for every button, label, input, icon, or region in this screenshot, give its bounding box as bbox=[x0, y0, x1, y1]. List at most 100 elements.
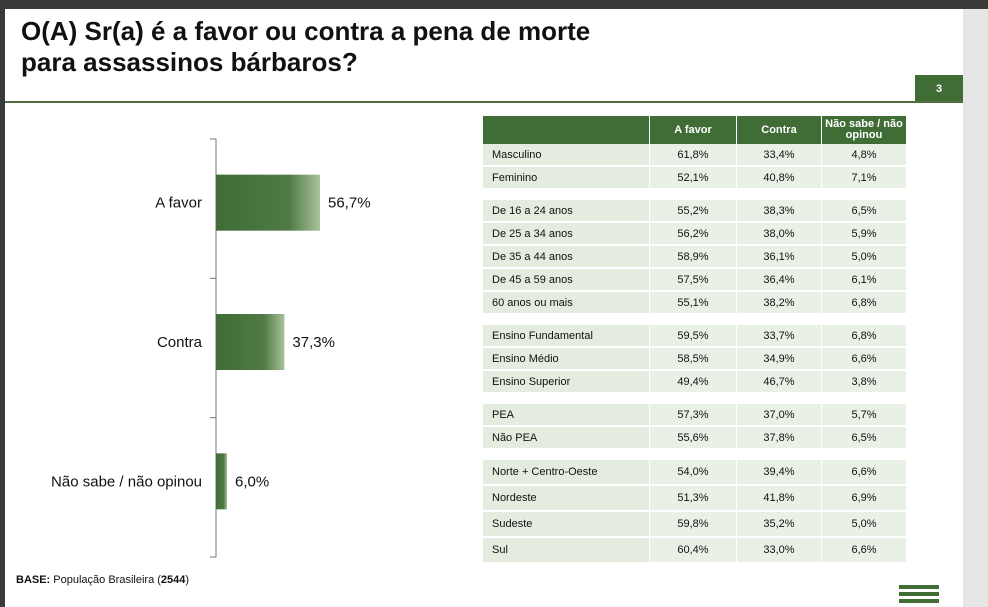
cell-favor: 55,6% bbox=[650, 427, 737, 450]
table-row: Norte + Centro-Oeste 54,0% 39,4% 6,6% bbox=[483, 460, 907, 486]
cell-favor: 55,1% bbox=[650, 292, 737, 315]
table-row: De 16 a 24 anos 55,2% 38,3% 6,5% bbox=[483, 200, 907, 223]
value-label: 37,3% bbox=[292, 334, 335, 351]
logo-stripes bbox=[899, 585, 939, 606]
table-row: Nordeste 51,3% 41,8% 6,9% bbox=[483, 486, 907, 512]
cell-nao-sabe: 6,9% bbox=[822, 486, 907, 512]
row-label: De 35 a 44 anos bbox=[483, 246, 650, 269]
cell-nao-sabe: 3,8% bbox=[822, 371, 907, 394]
cell-nao-sabe: 6,1% bbox=[822, 269, 907, 292]
table-row: 60 anos ou mais 55,1% 38,2% 6,8% bbox=[483, 292, 907, 315]
bar-chart: A favor 56,7% Contra 37,3% Não sabe / não op… bbox=[51, 138, 371, 558]
cell-favor: 56,2% bbox=[650, 223, 737, 246]
row-label: Norte + Centro-Oeste bbox=[483, 460, 650, 486]
row-label: Ensino Fundamental bbox=[483, 325, 650, 348]
cell-contra: 41,8% bbox=[737, 486, 822, 512]
base-text: População Brasileira bbox=[53, 574, 155, 586]
table-header-nao-sabe: Não sabe / não opinou bbox=[822, 116, 907, 144]
cell-nao-sabe: 6,8% bbox=[822, 325, 907, 348]
table-row: Ensino Fundamental 59,5% 33,7% 6,8% bbox=[483, 325, 907, 348]
title-line-1: O(A) Sr(a) é a favor ou contra a pena de… bbox=[21, 16, 591, 46]
cell-favor: 57,5% bbox=[650, 269, 737, 292]
slide: O(A) Sr(a) é a favor ou contra a pena de… bbox=[5, 9, 963, 607]
table-group-gap bbox=[483, 315, 907, 325]
row-label: 60 anos ou mais bbox=[483, 292, 650, 315]
cell-contra: 38,2% bbox=[737, 292, 822, 315]
table-row: Ensino Médio 58,5% 34,9% 6,6% bbox=[483, 348, 907, 371]
cell-favor: 55,2% bbox=[650, 200, 737, 223]
table-header-row: A favor Contra Não sabe / não opinou bbox=[483, 116, 907, 144]
cell-contra: 33,7% bbox=[737, 325, 822, 348]
table-header-contra: Contra bbox=[737, 116, 822, 144]
cell-contra: 33,4% bbox=[737, 144, 822, 167]
table-row: Sudeste 59,8% 35,2% 5,0% bbox=[483, 512, 907, 538]
cell-contra: 34,9% bbox=[737, 348, 822, 371]
cell-favor: 49,4% bbox=[650, 371, 737, 394]
title-line-2: para assassinos bárbaros? bbox=[21, 47, 358, 77]
viewer-gutter bbox=[963, 9, 988, 607]
table-row: PEA 57,3% 37,0% 5,7% bbox=[483, 404, 907, 427]
cell-favor: 58,5% bbox=[650, 348, 737, 371]
row-label: De 25 a 34 anos bbox=[483, 223, 650, 246]
cell-nao-sabe: 6,5% bbox=[822, 200, 907, 223]
table-row: De 35 a 44 anos 58,9% 36,1% 5,0% bbox=[483, 246, 907, 269]
logo-stripe bbox=[899, 585, 939, 589]
cell-favor: 52,1% bbox=[650, 167, 737, 190]
cell-favor: 57,3% bbox=[650, 404, 737, 427]
row-label: PEA bbox=[483, 404, 650, 427]
logo-stripe bbox=[899, 599, 939, 603]
crosstab-table: A favor Contra Não sabe / não opinou Mas… bbox=[483, 116, 907, 564]
cell-nao-sabe: 4,8% bbox=[822, 144, 907, 167]
cell-favor: 54,0% bbox=[650, 460, 737, 486]
row-label: Sudeste bbox=[483, 512, 650, 538]
cell-contra: 40,8% bbox=[737, 167, 822, 190]
category-label: Contra bbox=[157, 334, 203, 351]
row-label: Masculino bbox=[483, 144, 650, 167]
cell-favor: 58,9% bbox=[650, 246, 737, 269]
logo-stripe bbox=[899, 592, 939, 596]
table-row: Sul 60,4% 33,0% 6,6% bbox=[483, 538, 907, 564]
table-row: Ensino Superior 49,4% 46,7% 3,8% bbox=[483, 371, 907, 394]
table-group-gap bbox=[483, 394, 907, 404]
row-label: De 16 a 24 anos bbox=[483, 200, 650, 223]
category-label: Não sabe / não opinou bbox=[51, 473, 202, 490]
slide-title: O(A) Sr(a) é a favor ou contra a pena de… bbox=[21, 16, 590, 78]
cell-favor: 59,5% bbox=[650, 325, 737, 348]
row-label: De 45 a 59 anos bbox=[483, 269, 650, 292]
value-label: 6,0% bbox=[235, 473, 269, 490]
row-label: Feminino bbox=[483, 167, 650, 190]
cell-contra: 36,4% bbox=[737, 269, 822, 292]
cell-nao-sabe: 5,0% bbox=[822, 246, 907, 269]
cell-favor: 61,8% bbox=[650, 144, 737, 167]
table-row: De 45 a 59 anos 57,5% 36,4% 6,1% bbox=[483, 269, 907, 292]
table-row: Não PEA 55,6% 37,8% 6,5% bbox=[483, 427, 907, 450]
bar-1 bbox=[216, 314, 285, 370]
cell-nao-sabe: 6,5% bbox=[822, 427, 907, 450]
cell-nao-sabe: 6,6% bbox=[822, 348, 907, 371]
cell-favor: 59,8% bbox=[650, 512, 737, 538]
table-row: Feminino 52,1% 40,8% 7,1% bbox=[483, 167, 907, 190]
window-top-bar bbox=[0, 0, 988, 8]
cell-contra: 46,7% bbox=[737, 371, 822, 394]
cell-nao-sabe: 5,9% bbox=[822, 223, 907, 246]
row-label: Sul bbox=[483, 538, 650, 564]
cell-contra: 33,0% bbox=[737, 538, 822, 564]
cell-contra: 37,0% bbox=[737, 404, 822, 427]
title-divider bbox=[5, 101, 963, 103]
bar-0 bbox=[216, 174, 320, 231]
cell-nao-sabe: 5,0% bbox=[822, 512, 907, 538]
cell-contra: 36,1% bbox=[737, 246, 822, 269]
value-label: 56,7% bbox=[328, 195, 371, 212]
base-label: BASE: bbox=[16, 574, 51, 586]
row-label: Nordeste bbox=[483, 486, 650, 512]
table-row: De 25 a 34 anos 56,2% 38,0% 5,9% bbox=[483, 223, 907, 246]
bar-2 bbox=[216, 453, 228, 510]
category-label: A favor bbox=[155, 195, 202, 212]
table-group-gap bbox=[483, 190, 907, 200]
table-header-blank bbox=[483, 116, 650, 144]
base-note: BASE: População Brasileira (2544) bbox=[16, 574, 190, 586]
cell-contra: 39,4% bbox=[737, 460, 822, 486]
cell-nao-sabe: 6,6% bbox=[822, 460, 907, 486]
page-number-badge: 3 bbox=[915, 75, 963, 102]
cell-contra: 38,0% bbox=[737, 223, 822, 246]
